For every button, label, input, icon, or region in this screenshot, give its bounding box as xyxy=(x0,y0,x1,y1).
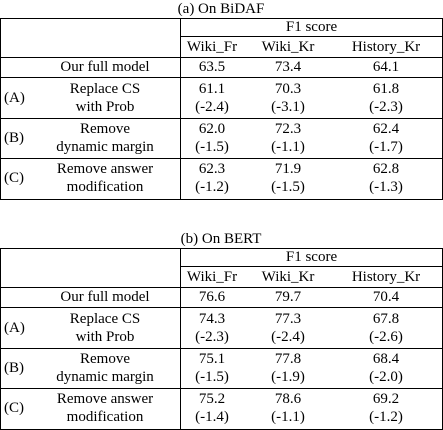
rule xyxy=(0,348,443,349)
row-label: with Prob xyxy=(75,329,135,345)
row-label: modification xyxy=(66,179,144,195)
cell-value: 77.8 xyxy=(274,351,302,367)
cell-value: 62.4 xyxy=(372,121,400,137)
cell-delta: (-2.6) xyxy=(369,329,403,345)
cell-delta: (-3.1) xyxy=(271,99,305,115)
row-tag: (C) xyxy=(4,400,24,416)
cell-value: 77.3 xyxy=(274,311,302,327)
cell-delta: (-2.3) xyxy=(195,329,229,345)
cell-value: 61.1 xyxy=(198,81,226,97)
rule xyxy=(180,36,443,37)
row-tag: (C) xyxy=(4,170,24,186)
rule xyxy=(0,18,443,19)
cell-value: 73.4 xyxy=(274,59,302,75)
rule xyxy=(0,388,443,389)
row-tag: (B) xyxy=(4,130,24,146)
rule xyxy=(0,248,443,249)
cell-delta: (-2.3) xyxy=(369,99,403,115)
cell-delta: (-2.4) xyxy=(195,99,229,115)
cell-value: 76.6 xyxy=(198,289,226,305)
rule xyxy=(0,18,1,200)
cell-delta: (-1.9) xyxy=(271,369,305,385)
cell-value: 79.7 xyxy=(274,289,302,305)
cell-value: 71.9 xyxy=(274,161,302,177)
cell-value: 62.8 xyxy=(372,161,400,177)
column-header: Wiki_Kr xyxy=(261,269,315,285)
rule xyxy=(0,77,443,78)
rule xyxy=(0,307,443,308)
cell-value: 74.3 xyxy=(198,311,226,327)
cell-value: 69.2 xyxy=(372,391,400,407)
rule xyxy=(0,118,443,119)
cell-value: 67.8 xyxy=(372,311,400,327)
cell-delta: (-1.5) xyxy=(271,179,305,195)
cell-delta: (-2.4) xyxy=(271,329,305,345)
row-label: dynamic margin xyxy=(56,139,154,155)
group-header: F1 score xyxy=(285,249,338,265)
column-header: History_Kr xyxy=(351,39,421,55)
column-header: History_Kr xyxy=(351,269,421,285)
group-header: F1 score xyxy=(285,19,338,35)
cell-value: 62.0 xyxy=(198,121,226,137)
row-label: Replace CS xyxy=(69,81,141,97)
rule xyxy=(180,248,181,430)
row-tag: (B) xyxy=(4,360,24,376)
cell-value: 68.4 xyxy=(372,351,400,367)
cell-delta: (-1.1) xyxy=(271,409,305,425)
cell-value: 62.3 xyxy=(198,161,226,177)
column-header: Wiki_Kr xyxy=(261,39,315,55)
rule xyxy=(0,248,1,430)
cell-delta: (-2.0) xyxy=(369,369,403,385)
rule xyxy=(0,158,443,159)
cell-delta: (-1.1) xyxy=(271,139,305,155)
row-label: with Prob xyxy=(75,99,135,115)
table-caption: (b) On BERT xyxy=(180,231,262,247)
rule xyxy=(0,199,443,200)
cell-value: 70.4 xyxy=(372,289,400,305)
row-label: Replace CS xyxy=(69,311,141,327)
cell-delta: (-1.2) xyxy=(195,179,229,195)
cell-value: 63.5 xyxy=(198,59,226,75)
row-label: Remove answer xyxy=(56,161,154,177)
cell-value: 64.1 xyxy=(372,59,400,75)
row-label: Our full model xyxy=(60,59,150,75)
cell-value: 72.3 xyxy=(274,121,302,137)
row-label: Our full model xyxy=(60,289,150,305)
row-label: Remove xyxy=(80,121,130,137)
rule xyxy=(180,266,443,267)
cell-value: 75.1 xyxy=(198,351,226,367)
cell-value: 78.6 xyxy=(274,391,302,407)
row-label: Remove xyxy=(80,351,130,367)
cell-delta: (-1.2) xyxy=(369,409,403,425)
column-header: Wiki_Fr xyxy=(186,39,238,55)
row-tag: (A) xyxy=(4,90,25,106)
rule xyxy=(0,287,443,288)
rule xyxy=(0,57,443,58)
cell-value: 75.2 xyxy=(198,391,226,407)
table-caption: (a) On BiDAF xyxy=(177,1,265,17)
cell-value: 70.3 xyxy=(274,81,302,97)
row-label: modification xyxy=(66,409,144,425)
cell-value: 61.8 xyxy=(372,81,400,97)
cell-delta: (-1.7) xyxy=(369,139,403,155)
cell-delta: (-1.5) xyxy=(195,139,229,155)
row-label: dynamic margin xyxy=(56,369,154,385)
cell-delta: (-1.3) xyxy=(369,179,403,195)
rule xyxy=(180,18,181,200)
cell-delta: (-1.4) xyxy=(195,409,229,425)
row-label: Remove answer xyxy=(56,391,154,407)
cell-delta: (-1.5) xyxy=(195,369,229,385)
row-tag: (A) xyxy=(4,320,25,336)
column-header: Wiki_Fr xyxy=(186,269,238,285)
